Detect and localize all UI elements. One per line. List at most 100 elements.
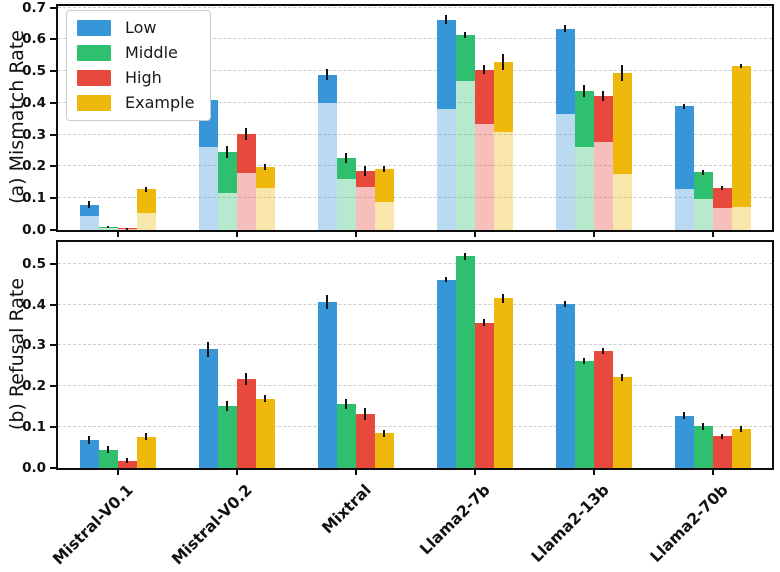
x-axis-tick [473, 470, 476, 475]
y-axis-tick-label: 0.3 [22, 126, 46, 143]
bar-low [555, 304, 575, 468]
bar-middle [336, 403, 356, 468]
y-axis-tick-label: 0.4 [22, 94, 46, 111]
bar-example [374, 169, 394, 203]
error-bar [364, 407, 366, 420]
bar-middle-light-segment [217, 192, 237, 230]
mismatch-rate-plot-area [58, 6, 772, 230]
gridline [58, 133, 772, 135]
bar-example [255, 166, 275, 189]
bar-high-light-segment [593, 141, 613, 230]
bar-example-light-segment [731, 206, 751, 230]
bar-low [436, 279, 456, 468]
bar-low [674, 415, 694, 468]
x-axis-tick [235, 232, 238, 237]
x-axis-label-mixtral: Mixtral [318, 480, 424, 537]
bar-high-light-segment [117, 229, 137, 230]
y-axis-tick [50, 133, 56, 136]
legend-label: High [125, 68, 162, 87]
error-bar [245, 372, 247, 386]
x-axis-label-mistral-v0.2: Mistral-V0.2 [168, 480, 349, 568]
bar-low-light-segment [674, 189, 694, 230]
gridline [58, 70, 772, 72]
bar-example-light-segment [136, 212, 156, 230]
bar-middle-light-segment [98, 228, 118, 230]
x-axis-label-text: Mistral-V0.1 [48, 481, 137, 569]
bar-example [136, 189, 156, 213]
gridline [58, 6, 772, 8]
bar-high-light-segment [236, 172, 256, 230]
bar-low [317, 302, 337, 468]
bar-high [474, 69, 494, 125]
x-axis-tick [711, 470, 714, 475]
y-axis-tick [50, 6, 56, 9]
error-bar [88, 200, 90, 209]
legend-item-high: High [77, 69, 194, 87]
error-bar [464, 253, 466, 260]
error-bar [483, 319, 485, 326]
x-axis-tick [116, 470, 119, 475]
bar-example-light-segment [255, 188, 275, 230]
bar-example [731, 429, 751, 468]
bar-middle [574, 91, 594, 148]
y-axis-tick [50, 197, 56, 200]
gridline [58, 165, 772, 167]
bar-middle [98, 449, 118, 468]
legend-swatch-low [77, 20, 111, 36]
bar-example [493, 298, 513, 468]
bar-low-light-segment [317, 102, 337, 230]
error-bar [107, 446, 109, 453]
y-axis-tick [50, 426, 56, 429]
error-bar [264, 395, 266, 402]
mismatch-rate-panel [56, 4, 774, 232]
bar-middle [693, 426, 713, 468]
error-bar [564, 25, 566, 32]
error-bar [621, 374, 623, 381]
error-bar [702, 169, 704, 175]
error-bar [88, 435, 90, 444]
error-bar [126, 458, 128, 464]
bar-high [355, 413, 375, 468]
error-bar [683, 412, 685, 419]
error-bar [226, 145, 228, 159]
bar-low [317, 74, 337, 103]
error-bar [326, 294, 328, 310]
y-axis-tick-label: 0.3 [22, 337, 46, 354]
x-axis-tick [235, 470, 238, 475]
bar-low [674, 106, 694, 190]
bar-low-light-segment [555, 114, 575, 230]
bar-low-light-segment [436, 108, 456, 230]
error-bar [740, 64, 742, 68]
error-bar [245, 128, 247, 140]
error-bar [583, 85, 585, 97]
bar-high-light-segment [355, 186, 375, 230]
bar-high [712, 436, 732, 468]
error-bar [702, 423, 704, 430]
error-bar [721, 433, 723, 439]
y-axis-tick-label: 0.5 [22, 63, 46, 80]
y-axis-tick-label: 0.6 [22, 31, 46, 48]
error-bar [445, 277, 447, 283]
error-bar [345, 398, 347, 409]
bar-example [493, 61, 513, 132]
x-axis-tick [711, 232, 714, 237]
gridline [58, 344, 772, 346]
bar-example [612, 72, 632, 175]
x-axis-label-mistral-v0.1: Mistral-V0.1 [49, 480, 230, 568]
bar-high-light-segment [474, 124, 494, 230]
gridline [58, 426, 772, 428]
error-bar [345, 153, 347, 163]
error-bar [564, 300, 566, 308]
bar-example [374, 433, 394, 468]
gridline [58, 38, 772, 40]
legend-item-low: Low [77, 19, 194, 37]
bar-middle-light-segment [455, 80, 475, 230]
legend-label: Middle [125, 43, 178, 62]
error-bar [583, 357, 585, 365]
error-bar [683, 103, 685, 109]
legend-item-example: Example [77, 94, 194, 112]
y-axis-tick [50, 385, 56, 388]
bar-middle [574, 360, 594, 468]
x-axis-tick [592, 470, 595, 475]
